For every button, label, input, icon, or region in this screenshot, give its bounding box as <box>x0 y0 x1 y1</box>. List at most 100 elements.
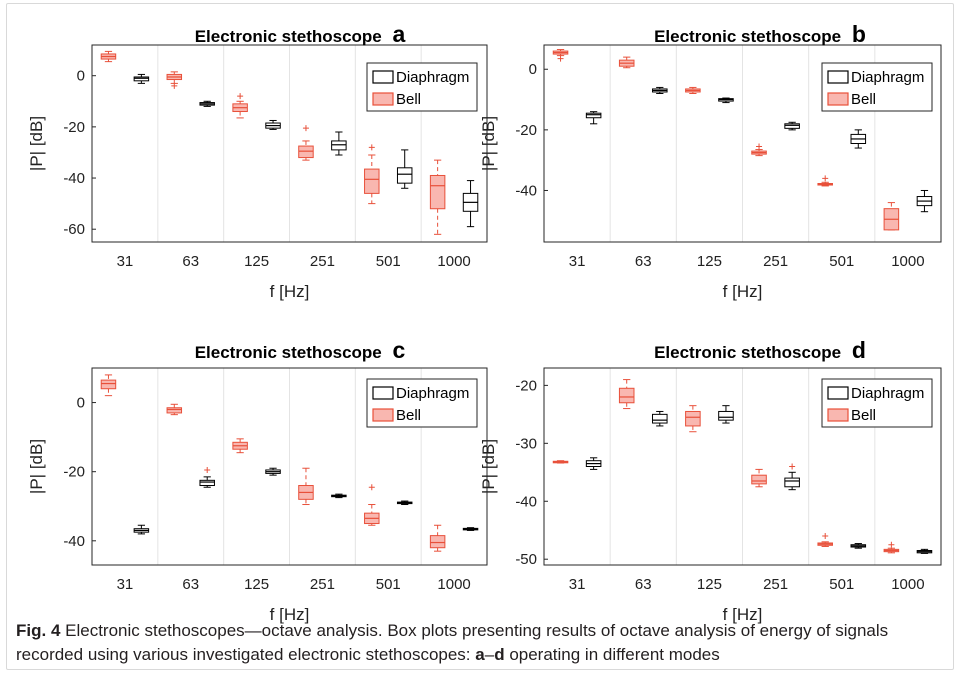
box-diaphragm-501 <box>850 543 867 549</box>
caption-text: Electronic stethoscopes—octave analysis.… <box>16 621 889 664</box>
caption-tail: operating in different modes <box>504 645 720 664</box>
outlier-marker <box>204 466 211 473</box>
legend-label-diaphragm: Diaphragm <box>851 69 924 86</box>
legend-swatch-bell <box>372 92 394 106</box>
box-iqr <box>396 167 413 184</box>
y-tick-label: -20 <box>515 377 537 394</box>
legend-swatch-diaphragm <box>827 70 849 84</box>
box-bell-31 <box>100 50 117 63</box>
outlier-marker <box>789 463 796 470</box>
box-bell-1000 <box>883 541 900 554</box>
box-bell-31 <box>552 49 569 62</box>
chart-title: Electronic stethoscope a <box>195 21 406 47</box>
box-diaphragm-31 <box>585 457 602 470</box>
legend: Diaphragm Bell <box>366 378 478 428</box>
box-bell-501 <box>364 144 380 205</box>
legend: Diaphragm Bell <box>821 378 933 428</box>
legend: Diaphragm Bell <box>821 62 933 112</box>
box-diaphragm-251 <box>784 121 800 131</box>
x-tick-label: 31 <box>569 253 586 270</box>
x-tick-label: 63 <box>635 253 652 270</box>
caption-bold-a: a <box>475 645 485 664</box>
outlier-marker <box>822 175 829 182</box>
x-tick-label: 501 <box>829 576 854 593</box>
plot-area-frame <box>543 367 942 566</box>
plot-area-frame <box>91 367 488 566</box>
box-bell-31 <box>100 374 117 397</box>
box-iqr <box>751 474 767 485</box>
box-bell-251 <box>298 467 314 506</box>
outlier-marker <box>368 484 375 491</box>
box-iqr <box>784 123 800 129</box>
panel-letter: d <box>852 337 866 363</box>
y-tick-label: -20 <box>63 464 85 481</box>
x-tick-label: 1000 <box>891 576 924 593</box>
x-axis-label: f [Hz] <box>723 282 763 301</box>
outlier-marker <box>237 93 244 100</box>
box-iqr <box>429 174 446 210</box>
box-diaphragm-501 <box>396 500 413 506</box>
box-bell-1000 <box>883 202 900 231</box>
legend-swatch-bell <box>372 408 394 422</box>
y-tick-label: -20 <box>63 119 85 136</box>
chart-panel-a: 0 -20 -40 -60 31 63 125 251 501 1000 f [Hz] |P| [dB… <box>27 21 488 301</box>
chart-panel-d: -20 -30 -40 -50 31 63 125 251 501 1000 f [Hz] |P| [… <box>479 337 942 624</box>
chart-title: Electronic stethoscope c <box>195 337 406 363</box>
panel-letter: c <box>392 337 405 363</box>
box-iqr <box>585 112 602 119</box>
x-tick-label: 251 <box>763 576 788 593</box>
y-tick-label: -40 <box>63 533 85 550</box>
legend-swatch-bell <box>827 408 849 422</box>
y-axis-label: |P| [dB] <box>27 116 46 171</box>
chart-panel-b: 0 -20 -40 31 63 125 251 501 1000 f [Hz] |P| [dB] El… <box>479 21 942 301</box>
outlier-marker <box>557 55 564 62</box>
box-diaphragm-63 <box>652 410 668 427</box>
caption-dash: – <box>484 645 495 664</box>
caption-label: Fig. 4 <box>16 621 61 640</box>
x-tick-label: 125 <box>244 576 269 593</box>
x-tick-label: 125 <box>697 576 722 593</box>
box-bell-251 <box>298 125 314 161</box>
box-bell-251 <box>751 468 767 488</box>
x-tick-label: 63 <box>635 576 652 593</box>
box-diaphragm-31 <box>133 524 150 535</box>
box-diaphragm-501 <box>850 129 867 149</box>
box-iqr <box>331 140 347 151</box>
figure-caption: Fig. 4 Electronic stethoscopes—octave an… <box>16 619 946 667</box>
x-tick-label: 63 <box>182 576 199 593</box>
panel-letter: a <box>392 21 405 47</box>
panel-letter: b <box>852 21 866 47</box>
box-diaphragm-501 <box>396 149 413 189</box>
chart-panel-c: 0 -20 -40 31 63 125 251 501 1000 f [Hz] |P| [dB] El… <box>27 337 488 624</box>
plot-area-frame <box>91 44 488 243</box>
figure-frame <box>6 3 954 670</box>
chart-title: Electronic stethoscope d <box>654 337 866 363</box>
box-iqr <box>652 413 668 424</box>
box-diaphragm-31 <box>133 73 150 84</box>
box-diaphragm-125 <box>265 119 281 130</box>
x-tick-label: 501 <box>376 253 401 270</box>
box-iqr <box>133 76 150 82</box>
x-axis-label: f [Hz] <box>270 282 310 301</box>
x-tick-label: 125 <box>697 253 722 270</box>
y-tick-label: 0 <box>77 395 85 412</box>
box-bell-501 <box>364 484 380 526</box>
legend: Diaphragm Bell <box>366 62 478 112</box>
box-iqr <box>429 535 446 549</box>
x-tick-label: 31 <box>117 253 134 270</box>
y-tick-label: -20 <box>515 122 537 139</box>
box-bell-125 <box>685 86 701 94</box>
caption-bold-d: d <box>494 645 505 664</box>
legend-swatch-diaphragm <box>372 70 394 84</box>
legend-label-diaphragm: Diaphragm <box>396 69 469 86</box>
box-iqr <box>364 168 380 194</box>
box-bell-63 <box>618 56 635 69</box>
legend-label-bell: Bell <box>396 91 421 108</box>
box-diaphragm-125 <box>718 405 734 424</box>
y-tick-label: -40 <box>515 182 537 199</box>
box-bell-63 <box>166 403 183 416</box>
box-bell-501 <box>817 175 833 187</box>
x-tick-label: 63 <box>182 253 199 270</box>
outlier-marker <box>756 143 763 150</box>
